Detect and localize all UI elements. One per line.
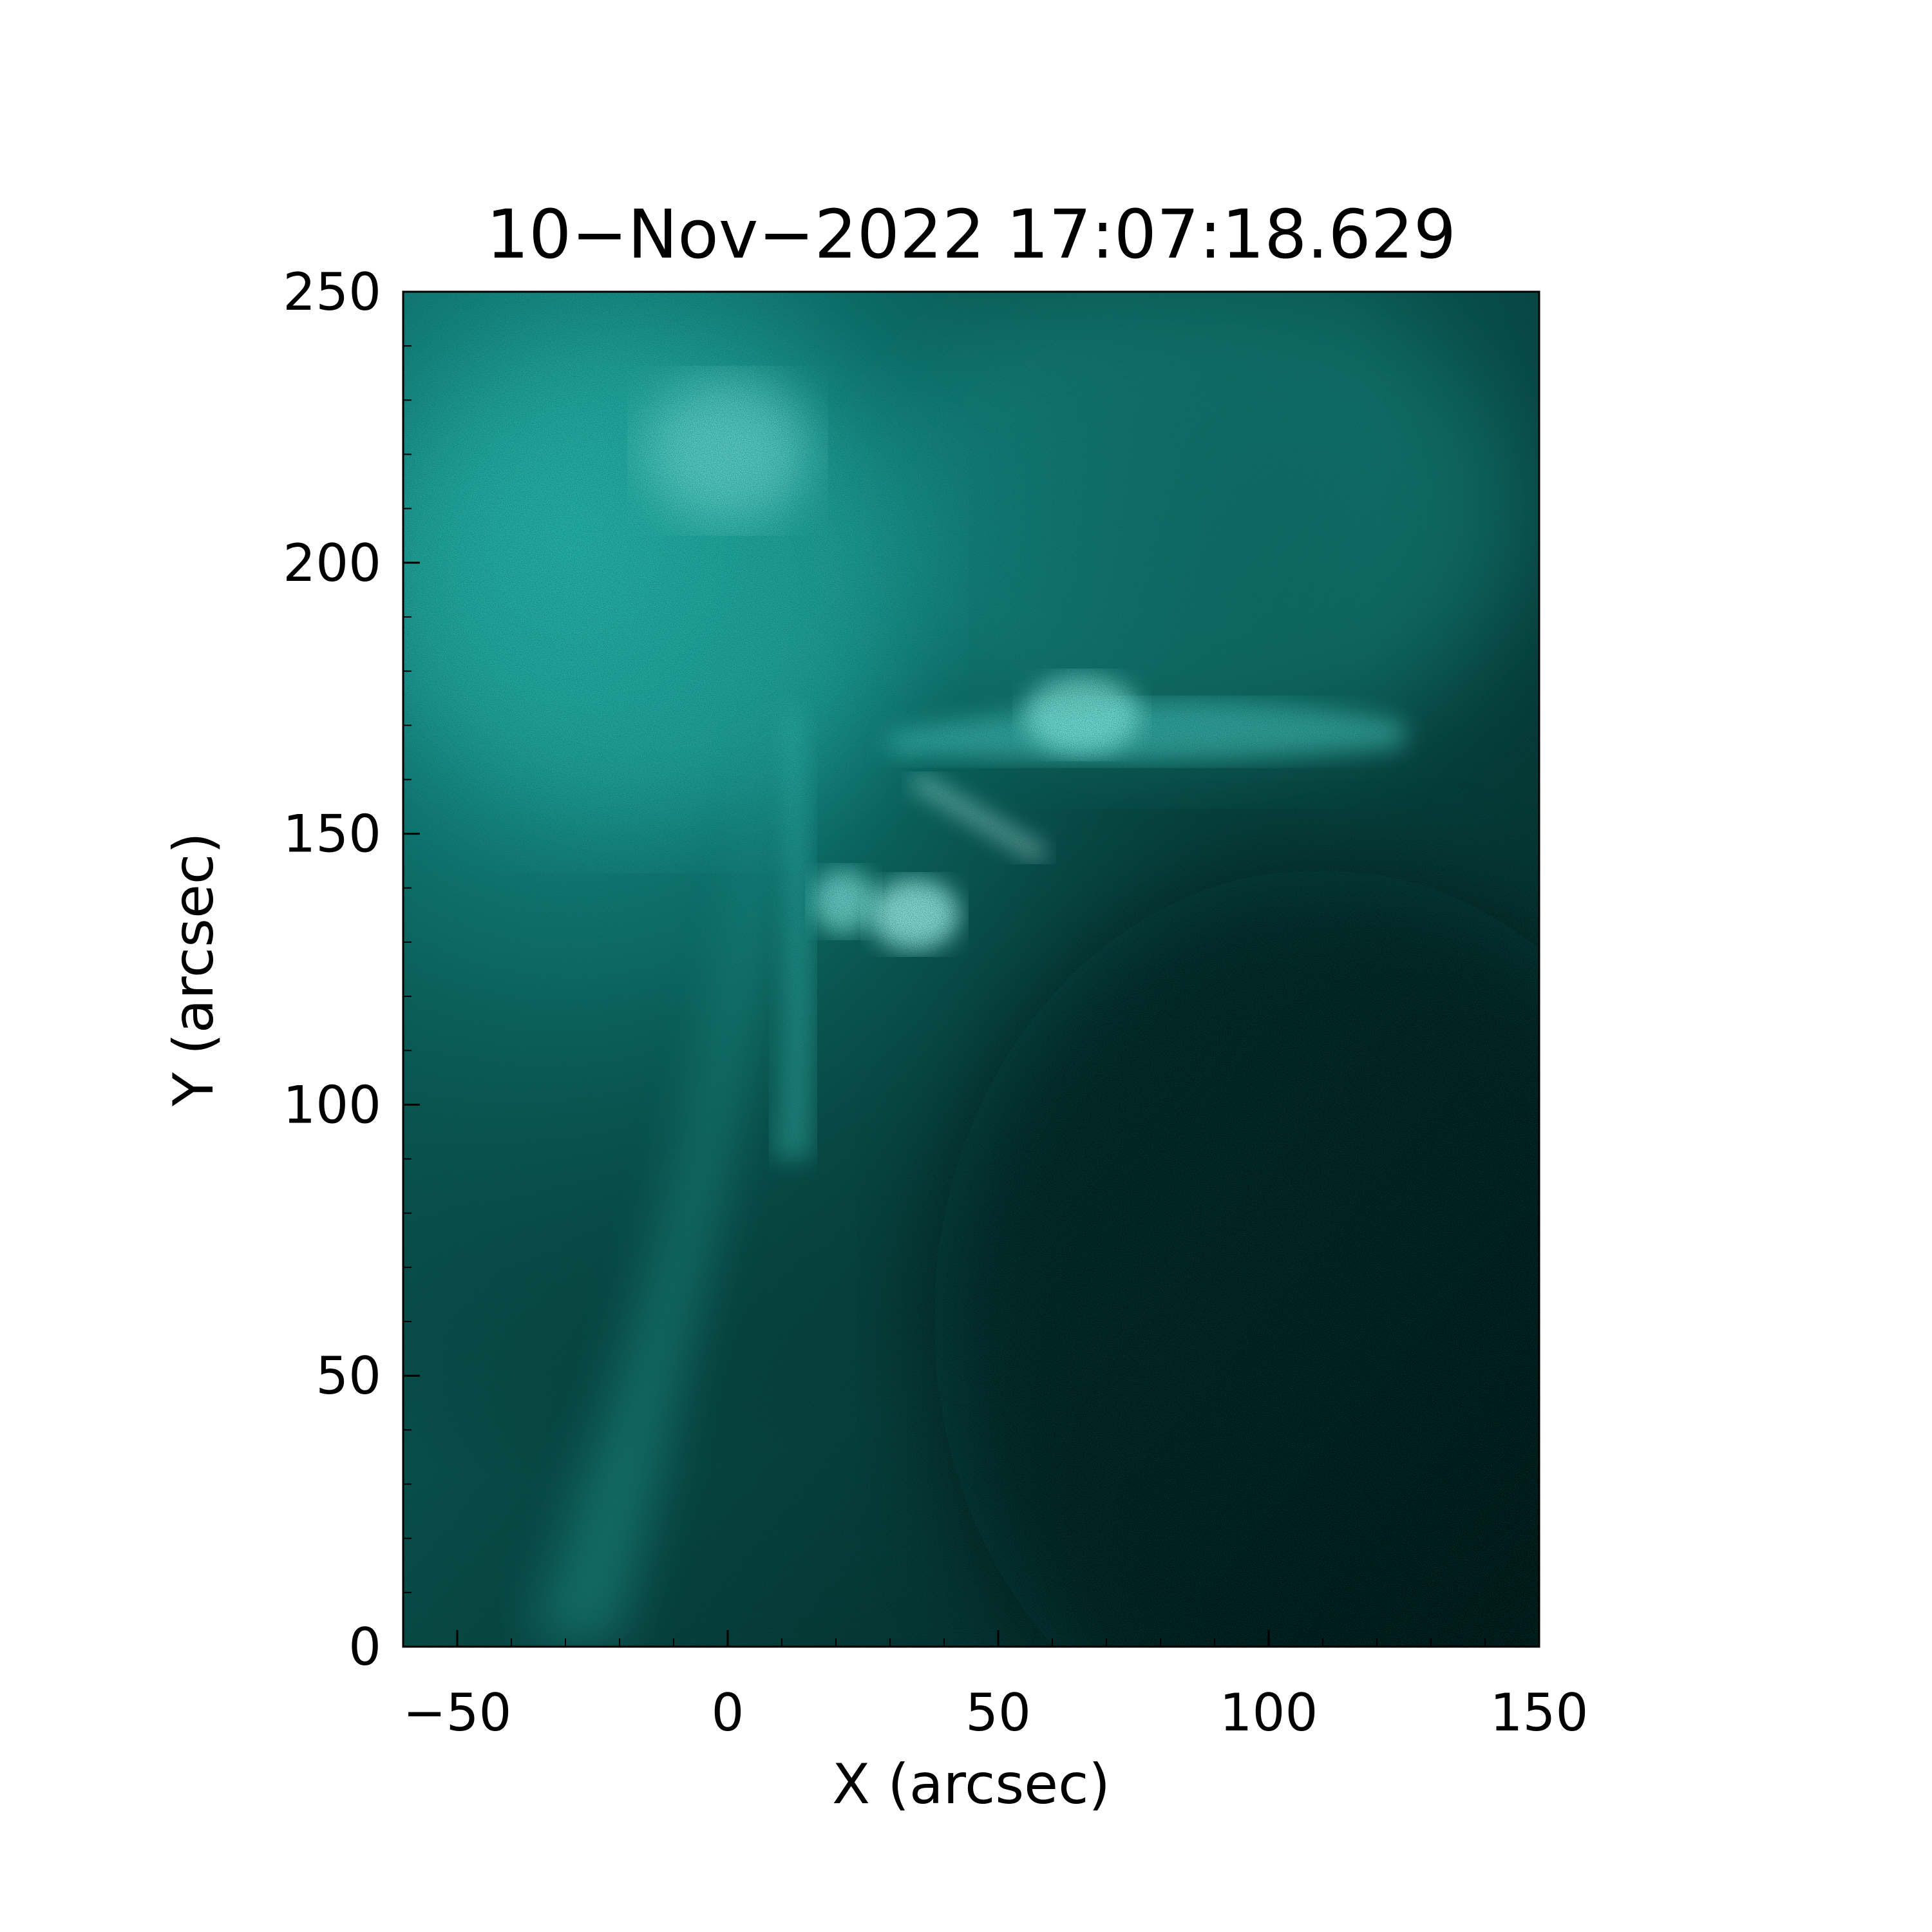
x-tick-label: 100 [1220, 1683, 1318, 1743]
y-axis-ticks: 0 50 100 150 200 250 [283, 262, 420, 1677]
y-tick-label: 200 [283, 533, 381, 593]
x-axis-title: X (arcsec) [832, 1752, 1110, 1817]
y-tick-label: 50 [316, 1346, 381, 1406]
solar-image [403, 292, 1539, 1647]
x-tick-label: 0 [712, 1683, 744, 1743]
y-tick-label: 100 [283, 1075, 381, 1135]
x-axis-ticks: −50 0 50 100 150 [403, 1630, 1589, 1743]
x-tick-label: 150 [1490, 1683, 1589, 1743]
y-tick-label: 0 [348, 1617, 381, 1677]
y-tick-label: 150 [283, 804, 381, 864]
plot-title: 10−Nov−2022 17:07:18.629 [486, 195, 1456, 274]
y-axis-title: Y (arcsec) [162, 832, 226, 1106]
x-tick-label: −50 [403, 1683, 512, 1743]
x-tick-label: 50 [965, 1683, 1031, 1743]
plot-frame [402, 290, 1540, 1648]
y-tick-label: 250 [283, 262, 381, 322]
